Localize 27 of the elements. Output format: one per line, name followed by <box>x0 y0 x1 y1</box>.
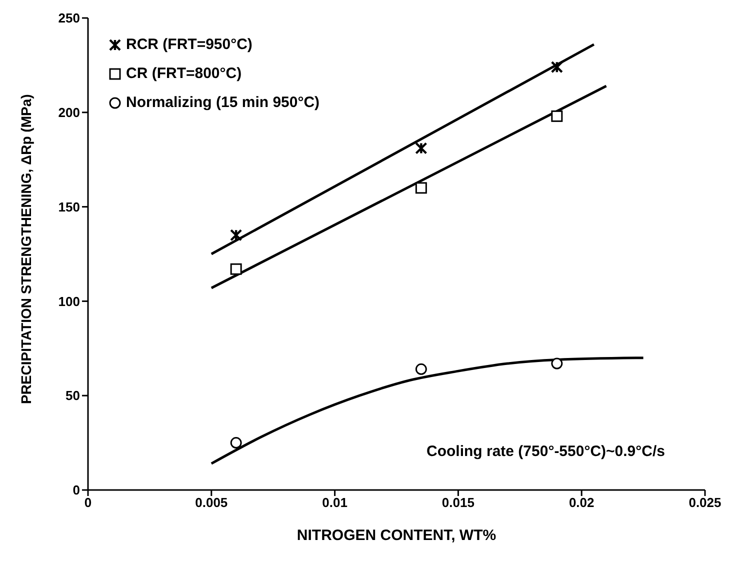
y-tick-label: 100 <box>58 294 80 309</box>
point <box>415 363 427 375</box>
y-tick-label: 0 <box>72 482 80 498</box>
annotation: Cooling rate (750°-550°C)~0.9°C/s <box>426 443 665 460</box>
point <box>230 437 242 449</box>
y-tick-label: 150 <box>58 199 80 214</box>
x-axis-title: NITROGEN CONTENT, WT% <box>296 527 496 544</box>
point <box>551 358 563 370</box>
point <box>230 263 242 275</box>
point <box>415 182 427 194</box>
x-tick-label: 0.005 <box>195 495 228 510</box>
y-tick-label: 50 <box>66 388 80 404</box>
x-tick-label: 0 <box>84 495 92 510</box>
point <box>230 229 242 242</box>
point <box>551 110 563 122</box>
x-tick-label: 0.015 <box>442 495 474 510</box>
y-tick-label: 200 <box>58 105 80 120</box>
legend-label: RCR (FRT=950°C) <box>126 36 252 53</box>
x-tick-label: 0.01 <box>322 495 348 510</box>
point <box>415 142 428 154</box>
y-axis-title: PRECIPITATION STRENGTHENING, ΔRp (MPa) <box>18 94 34 404</box>
x-tick-label: 0.02 <box>568 495 594 510</box>
point <box>550 60 564 74</box>
x-tick-label: 0.025 <box>688 495 722 510</box>
legend-label: Normalizing (15 min 950°C) <box>126 94 320 111</box>
y-tick-label: 250 <box>58 10 80 26</box>
legend-label: CR (FRT=800°C) <box>126 65 242 82</box>
